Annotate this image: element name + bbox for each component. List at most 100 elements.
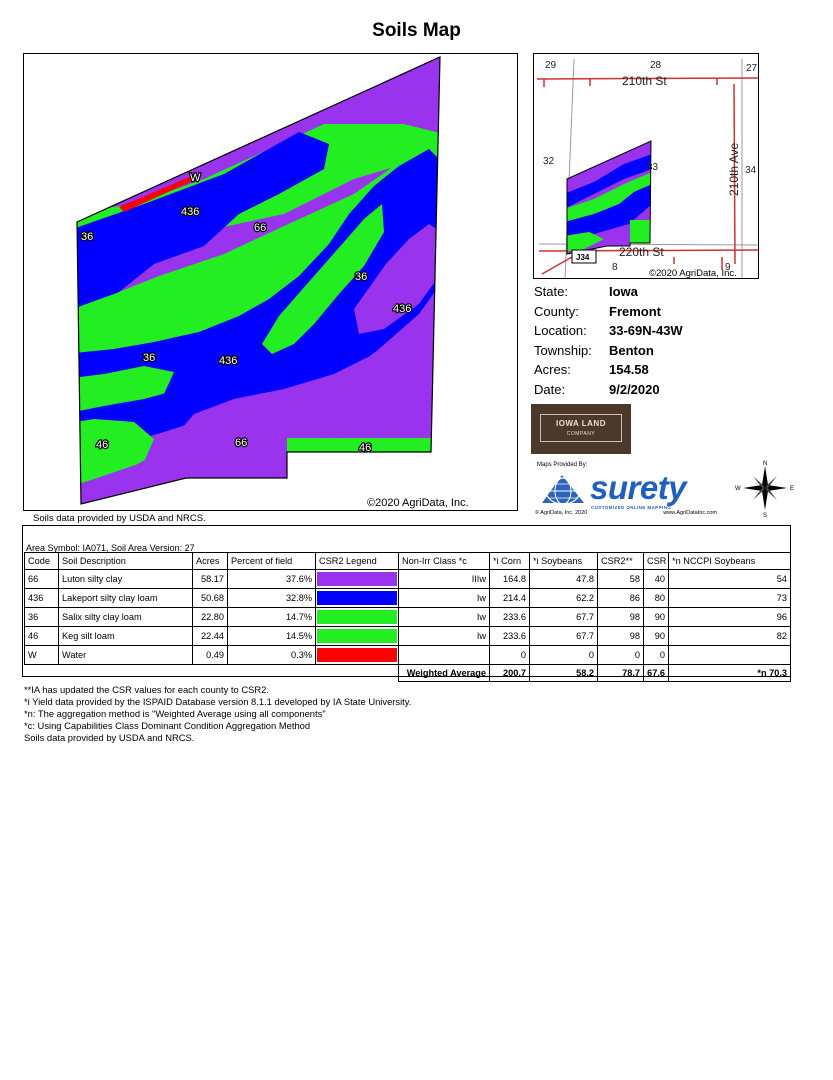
cell-corn: 233.6 bbox=[489, 607, 530, 627]
section-32: 32 bbox=[543, 156, 555, 167]
route-shield-j34 bbox=[571, 249, 597, 264]
col-header: Acres bbox=[192, 552, 228, 570]
location-map-canvas: 29 28 27 32 33 34 8 9 210th St 220th St … bbox=[536, 58, 758, 279]
soil-zone-lakeport-upper bbox=[77, 132, 329, 314]
cell-desc: Lakeport silty clay loam bbox=[58, 588, 193, 608]
township-value: Benton bbox=[609, 342, 654, 358]
cell-csr2: 0 bbox=[597, 645, 644, 665]
soil-zone-keg-left bbox=[77, 419, 154, 486]
county-value: Fremont bbox=[609, 303, 661, 319]
legend-swatch bbox=[317, 629, 397, 643]
compass-e: E bbox=[790, 486, 794, 492]
label-210th-ave: 210th Ave bbox=[727, 143, 741, 196]
soils-map-canvas: W 436 66 36 36 436 36 436 46 66 46 ©2020… bbox=[76, 56, 469, 509]
cell-class: Iw bbox=[398, 588, 490, 608]
map-copyright: ©2020 AgriData, Inc. bbox=[367, 497, 469, 509]
section-34: 34 bbox=[745, 165, 757, 176]
soil-zone-water bbox=[119, 175, 199, 212]
map-label-36-b: 36 bbox=[355, 271, 367, 283]
footnote: **IA has updated the CSR values for each… bbox=[24, 684, 269, 695]
footnote: *i Yield data provided by the ISPAID Dat… bbox=[24, 696, 412, 707]
section-8: 8 bbox=[612, 262, 618, 273]
footnote: Soils data provided by USDA and NRCS. bbox=[24, 732, 195, 743]
table-row: 436 Lakeport silty clay loam 50.68 32.8%… bbox=[24, 588, 791, 608]
cell-soy: 67.7 bbox=[529, 626, 598, 646]
iowa-land-logo-text: IOWA LAND bbox=[556, 419, 606, 428]
col-header: *n NCCPI Soybeans bbox=[668, 552, 791, 570]
cell-corn: 214.4 bbox=[489, 588, 530, 608]
section-28: 28 bbox=[650, 60, 662, 71]
footnotes: **IA has updated the CSR values for each… bbox=[24, 684, 411, 744]
cell-csr: 40 bbox=[643, 569, 669, 589]
acres-label: Acres: bbox=[534, 362, 571, 377]
map-label-36-a: 36 bbox=[81, 231, 93, 243]
township-label: Township: bbox=[534, 342, 592, 358]
legend-swatch bbox=[317, 572, 397, 586]
surety-provided-by: Maps Provided By: bbox=[537, 462, 588, 468]
cell-code: 66 bbox=[24, 569, 59, 589]
cell-nccpi: 82 bbox=[668, 626, 791, 646]
legend-swatch bbox=[317, 648, 397, 662]
col-header: Percent of field bbox=[227, 552, 316, 570]
cell-desc: Keg silt loam bbox=[58, 626, 193, 646]
cell-nccpi: 96 bbox=[668, 607, 791, 627]
footnote: *c: Using Capabilities Class Dominant Co… bbox=[24, 720, 311, 731]
table-row: 36 Salix silty clay loam 22.80 14.7% Iw … bbox=[24, 607, 791, 627]
table-row: 46 Keg silt loam 22.44 14.5% Iw 233.6 67… bbox=[24, 626, 791, 646]
cell-legend bbox=[315, 569, 399, 589]
road-210th-ave bbox=[733, 83, 736, 265]
cell-legend bbox=[315, 588, 399, 608]
compass-s: S bbox=[763, 513, 767, 518]
soil-zone-salix-lower bbox=[77, 366, 174, 414]
cell-csr2: 98 bbox=[597, 607, 644, 627]
cell-legend bbox=[315, 645, 399, 665]
cell-class: Iw bbox=[398, 607, 490, 627]
cell-pct: 14.7% bbox=[227, 607, 316, 627]
county-label: County: bbox=[534, 303, 579, 319]
page-title: Soils Map bbox=[372, 20, 461, 41]
cell-desc: Water bbox=[58, 645, 193, 665]
road-210th-st bbox=[536, 77, 758, 80]
road-j34 bbox=[541, 256, 573, 275]
col-header: CSR2 Legend bbox=[315, 552, 399, 570]
section-9: 9 bbox=[725, 262, 731, 273]
parcel-info: State: Iowa County: Fremont Location: 33-69… bbox=[534, 282, 683, 399]
cell-csr2: 86 bbox=[597, 588, 644, 608]
cell-pct: 14.5% bbox=[227, 626, 316, 646]
surety-tagline: CUSTOMIZED ONLINE MAPPING bbox=[591, 505, 672, 510]
cell-code: 46 bbox=[24, 626, 59, 646]
map-label-436-a: 436 bbox=[181, 206, 199, 218]
cell-soy: 0 bbox=[529, 645, 598, 665]
compass-n: N bbox=[763, 461, 767, 467]
cell-legend bbox=[315, 626, 399, 646]
location-map-copyright: ©2020 AgriData, Inc. bbox=[649, 268, 737, 279]
weighted-csr2: 78.7 bbox=[597, 664, 644, 682]
surety-url: www.AgriDataInc.com bbox=[663, 510, 717, 516]
location-map[interactable]: 29 28 27 32 33 34 8 9 210th St 220th St … bbox=[533, 53, 759, 279]
col-header: CSR bbox=[643, 552, 669, 570]
map-label-36-c: 36 bbox=[143, 352, 155, 364]
weighted-soy: 58.2 bbox=[529, 664, 598, 682]
soils-map[interactable]: W 436 66 36 36 436 36 436 46 66 46 ©2020… bbox=[23, 53, 518, 511]
mini-field bbox=[567, 141, 651, 254]
cell-class bbox=[398, 645, 490, 665]
section-29: 29 bbox=[545, 60, 557, 71]
label-220th-st: 220th St bbox=[619, 245, 664, 259]
cell-csr2: 58 bbox=[597, 569, 644, 589]
weighted-average-label: Weighted Average bbox=[398, 664, 490, 682]
iowa-land-logo-sub: COMPANY bbox=[566, 431, 596, 437]
weighted-corn: 200.7 bbox=[489, 664, 530, 682]
label-210th-st: 210th St bbox=[622, 74, 667, 88]
cell-soy: 62.2 bbox=[529, 588, 598, 608]
area-symbol: Area Symbol: IA071, Soil Area Version: 2… bbox=[26, 543, 195, 553]
globe-icon bbox=[542, 475, 584, 505]
iowa-land-logo: IOWA LAND COMPANY bbox=[531, 404, 631, 454]
legend-swatch bbox=[317, 610, 397, 624]
cell-soy: 47.8 bbox=[529, 569, 598, 589]
section-27: 27 bbox=[746, 63, 758, 74]
cell-csr: 90 bbox=[643, 607, 669, 627]
cell-corn: 164.8 bbox=[489, 569, 530, 589]
surety-logo: Maps Provided By: surety CUSTOMIZED ONLI… bbox=[533, 460, 721, 518]
footnote: *n: The aggregation method is "Weighted … bbox=[24, 708, 326, 719]
compass-rose-icon: N S E W bbox=[733, 458, 797, 519]
